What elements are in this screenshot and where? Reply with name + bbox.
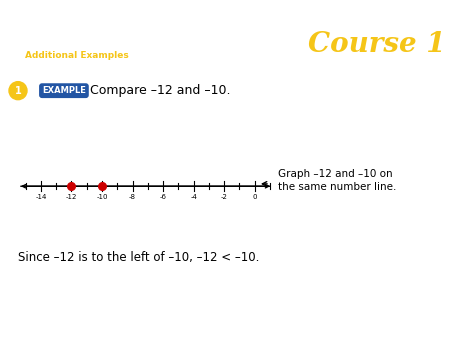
Text: EXAMPLE: EXAMPLE xyxy=(42,86,86,95)
Text: -8: -8 xyxy=(129,194,136,200)
Text: -14: -14 xyxy=(35,194,47,200)
Text: PEARSON: PEARSON xyxy=(9,317,84,331)
Text: ALWAYS LEARNING: ALWAYS LEARNING xyxy=(338,319,441,329)
Text: Course 1: Course 1 xyxy=(308,30,446,57)
Text: 1: 1 xyxy=(14,86,22,96)
Text: -12: -12 xyxy=(66,194,77,200)
Text: Comparing and Ordering Integers: Comparing and Ordering Integers xyxy=(5,6,229,19)
Circle shape xyxy=(9,82,27,100)
Text: Additional Examples: Additional Examples xyxy=(25,51,129,60)
Text: Compare –12 and –10.: Compare –12 and –10. xyxy=(90,84,230,97)
Text: LESSON 6-2: LESSON 6-2 xyxy=(5,28,62,37)
Text: Graph –12 and –10 on
the same number line.: Graph –12 and –10 on the same number lin… xyxy=(278,169,396,192)
Text: 0: 0 xyxy=(252,194,257,200)
Text: Since –12 is to the left of –10, –12 < –10.: Since –12 is to the left of –10, –12 < –… xyxy=(18,251,259,264)
Text: -2: -2 xyxy=(220,194,228,200)
Text: -6: -6 xyxy=(160,194,166,200)
Text: -10: -10 xyxy=(96,194,108,200)
Text: -4: -4 xyxy=(190,194,197,200)
Text: MIDDLE GRADES MATHEMATICS Common Core 2013: MIDDLE GRADES MATHEMATICS Common Core 20… xyxy=(203,6,446,15)
